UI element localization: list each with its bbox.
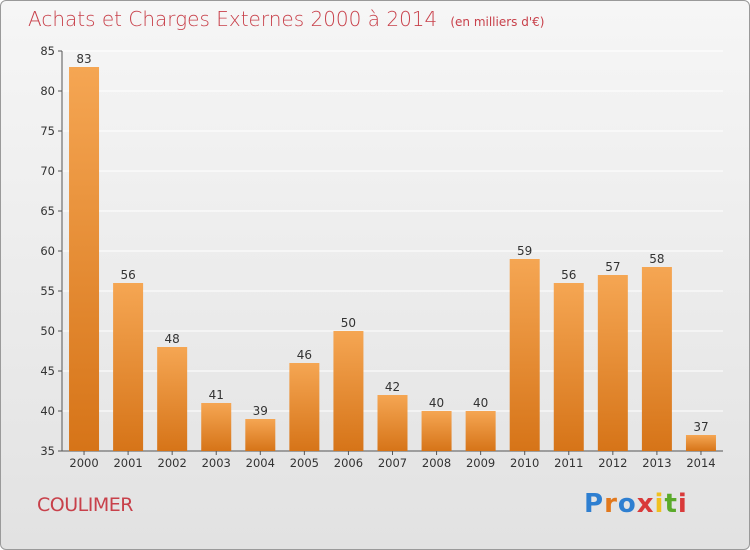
y-tick-label: 55: [40, 284, 55, 298]
labels: 35 40 45 50 55 60 65 70 75 80 85 83 2000 56 2001 48 2002…: [40, 44, 715, 470]
logo-letter: t: [664, 489, 678, 519]
logo-letter: x: [636, 489, 655, 519]
data-label: 57: [605, 260, 620, 274]
bar-2003: [201, 403, 232, 451]
bar-2005: [289, 363, 320, 451]
bar-2001: [113, 283, 144, 451]
place-name: COULIMER: [37, 494, 133, 516]
chart-title: Achats et Charges Externes 2000 à 2014: [28, 7, 438, 31]
y-tick-label: 65: [40, 204, 55, 218]
bar-2013: [641, 267, 672, 451]
logo-letter: P: [584, 489, 605, 519]
logo-letter: i: [654, 489, 665, 519]
x-tick-label: 2002: [158, 456, 187, 470]
x-tick-label: 2013: [642, 456, 671, 470]
y-tick-label: 40: [40, 404, 55, 418]
y-tick-label: 85: [40, 44, 55, 58]
y-tick-label: 45: [40, 364, 55, 378]
bar-2009: [465, 411, 496, 451]
bar-2000: [69, 67, 100, 451]
data-label: 42: [385, 380, 400, 394]
data-label: 58: [649, 252, 664, 266]
data-label: 39: [253, 404, 268, 418]
x-tick-label: 2000: [69, 456, 98, 470]
data-label: 50: [341, 316, 356, 330]
x-tick-label: 2003: [202, 456, 231, 470]
x-tick-label: 2005: [290, 456, 319, 470]
bar-2014: [685, 435, 716, 451]
x-tick-label: 2004: [246, 456, 275, 470]
data-label: 59: [517, 244, 532, 258]
data-label: 56: [561, 268, 576, 282]
x-tick-label: 2009: [466, 456, 495, 470]
data-label: 48: [165, 332, 180, 346]
data-label: 40: [429, 396, 444, 410]
x-tick-label: 2006: [334, 456, 363, 470]
data-label: 56: [120, 268, 135, 282]
x-tick-label: 2008: [422, 456, 451, 470]
y-tick-label: 60: [40, 244, 55, 258]
bar-2012: [597, 275, 628, 451]
logo-letter: i: [677, 489, 688, 519]
data-label: 40: [473, 396, 488, 410]
data-label: 37: [693, 420, 708, 434]
x-tick-label: 2011: [554, 456, 583, 470]
proxiti-logo: Proxiti: [584, 489, 688, 519]
bar-2008: [421, 411, 452, 451]
chart-title-row: Achats et Charges Externes 2000 à 2014 (…: [28, 7, 544, 31]
logo-letter: o: [617, 489, 637, 519]
chart-unit: (en milliers d'€): [450, 15, 545, 29]
bar-2006: [333, 331, 364, 451]
y-tick-label: 80: [40, 84, 55, 98]
bars: [69, 67, 716, 451]
x-tick-label: 2001: [113, 456, 142, 470]
x-tick-label: 2012: [598, 456, 627, 470]
x-tick-label: 2010: [510, 456, 539, 470]
y-tick-label: 35: [40, 444, 55, 458]
x-tick-label: 2007: [378, 456, 407, 470]
bar-2002: [157, 347, 188, 451]
bar-2011: [553, 283, 584, 451]
bar-2010: [509, 259, 540, 451]
y-tick-label: 75: [40, 124, 55, 138]
logo-letter: r: [604, 489, 618, 519]
y-tick-label: 50: [40, 324, 55, 338]
bar-2004: [245, 419, 276, 451]
data-label: 83: [76, 52, 91, 66]
bar-2007: [377, 395, 408, 451]
y-tick-label: 70: [40, 164, 55, 178]
data-label: 46: [297, 348, 312, 362]
x-tick-label: 2014: [686, 456, 715, 470]
data-label: 41: [209, 388, 224, 402]
